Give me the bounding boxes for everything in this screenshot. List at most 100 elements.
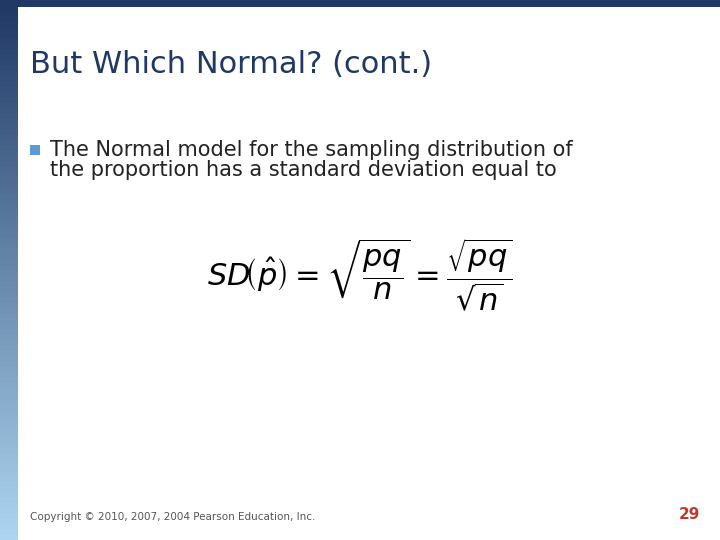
Bar xyxy=(0,497,18,502)
Bar xyxy=(0,529,18,535)
Bar xyxy=(0,281,18,286)
Bar xyxy=(0,508,18,513)
Bar xyxy=(0,97,18,103)
Bar xyxy=(0,491,18,497)
Bar xyxy=(0,11,18,16)
Text: $SD\!\left(\hat{p}\right)=\sqrt{\dfrac{pq}{n}}=\dfrac{\sqrt{pq}}{\sqrt{n}}$: $SD\!\left(\hat{p}\right)=\sqrt{\dfrac{p… xyxy=(207,237,513,313)
Bar xyxy=(0,0,720,7)
Text: Copyright © 2010, 2007, 2004 Pearson Education, Inc.: Copyright © 2010, 2007, 2004 Pearson Edu… xyxy=(30,512,315,522)
Bar xyxy=(0,151,18,157)
Bar xyxy=(0,86,18,92)
Bar xyxy=(0,486,18,491)
Bar xyxy=(0,383,18,389)
Bar xyxy=(0,49,18,54)
Bar xyxy=(0,448,18,454)
Bar xyxy=(0,313,18,319)
Bar xyxy=(0,265,18,270)
Bar xyxy=(0,146,18,151)
Bar xyxy=(0,286,18,292)
Bar xyxy=(0,22,18,27)
Bar xyxy=(0,535,18,540)
Bar xyxy=(0,405,18,410)
Bar xyxy=(0,227,18,232)
Bar xyxy=(0,464,18,470)
Bar xyxy=(0,340,18,346)
Bar xyxy=(0,27,18,32)
Bar xyxy=(0,302,18,308)
Bar xyxy=(0,308,18,313)
Bar xyxy=(0,259,18,265)
Bar xyxy=(0,362,18,367)
Bar xyxy=(0,373,18,378)
Bar xyxy=(0,432,18,437)
Bar xyxy=(0,211,18,216)
Bar xyxy=(0,162,18,167)
Bar xyxy=(0,335,18,340)
Text: the proportion has a standard deviation equal to: the proportion has a standard deviation … xyxy=(50,160,557,180)
Bar xyxy=(0,421,18,427)
Bar xyxy=(0,81,18,86)
Bar xyxy=(0,292,18,297)
Bar xyxy=(0,389,18,394)
Bar xyxy=(0,92,18,97)
Bar xyxy=(0,232,18,238)
Bar xyxy=(0,243,18,248)
Bar xyxy=(0,43,18,49)
Bar xyxy=(0,346,18,351)
Bar xyxy=(0,5,18,11)
Bar xyxy=(0,324,18,329)
Bar xyxy=(0,184,18,189)
Bar xyxy=(0,178,18,184)
Bar xyxy=(0,205,18,211)
Bar xyxy=(0,459,18,464)
Bar xyxy=(0,378,18,383)
Bar xyxy=(0,135,18,140)
Bar xyxy=(0,513,18,518)
Bar xyxy=(0,416,18,421)
Bar xyxy=(0,140,18,146)
Bar xyxy=(0,0,18,5)
Bar xyxy=(0,427,18,432)
Bar xyxy=(0,157,18,162)
Bar xyxy=(0,437,18,443)
Bar xyxy=(0,410,18,416)
Bar xyxy=(0,221,18,227)
Bar xyxy=(0,481,18,486)
Bar xyxy=(0,16,18,22)
Bar xyxy=(0,367,18,373)
Bar xyxy=(0,200,18,205)
Bar xyxy=(0,518,18,524)
Bar xyxy=(0,38,18,43)
Bar xyxy=(0,124,18,130)
Bar xyxy=(0,65,18,70)
Bar xyxy=(0,297,18,302)
Bar xyxy=(0,254,18,259)
Bar xyxy=(0,173,18,178)
Bar xyxy=(0,76,18,81)
Bar xyxy=(30,145,40,155)
Bar xyxy=(0,189,18,194)
Text: The Normal model for the sampling distribution of: The Normal model for the sampling distri… xyxy=(50,140,572,160)
Text: But Which Normal? (cont.): But Which Normal? (cont.) xyxy=(30,50,432,79)
Bar xyxy=(0,113,18,119)
Bar xyxy=(0,270,18,275)
Bar xyxy=(0,502,18,508)
Bar xyxy=(0,70,18,76)
Bar xyxy=(0,54,18,59)
Bar xyxy=(0,103,18,108)
Bar xyxy=(0,356,18,362)
Bar xyxy=(0,32,18,38)
Bar xyxy=(0,454,18,459)
Bar xyxy=(0,167,18,173)
Bar xyxy=(0,475,18,481)
Bar xyxy=(0,275,18,281)
Bar xyxy=(0,194,18,200)
Bar xyxy=(0,470,18,475)
Bar xyxy=(0,443,18,448)
Bar xyxy=(0,319,18,324)
Bar xyxy=(0,59,18,65)
Bar xyxy=(0,238,18,243)
Text: 29: 29 xyxy=(679,507,700,522)
Bar xyxy=(0,329,18,335)
Bar xyxy=(0,130,18,135)
